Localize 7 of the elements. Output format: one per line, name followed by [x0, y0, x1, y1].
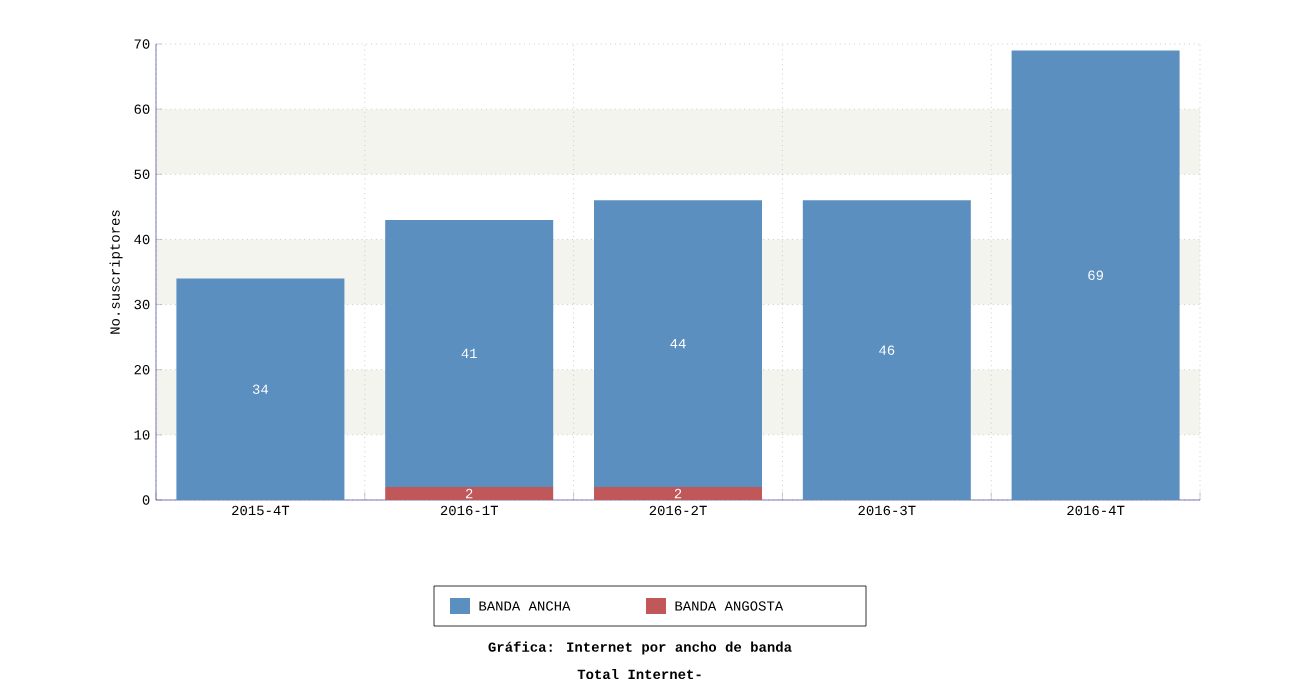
- bar: [594, 200, 763, 487]
- bar: [385, 219, 554, 487]
- bar: [594, 486, 763, 500]
- bar: [1011, 50, 1180, 500]
- bar: [802, 200, 971, 500]
- bar: [176, 278, 345, 500]
- bar: [385, 486, 554, 500]
